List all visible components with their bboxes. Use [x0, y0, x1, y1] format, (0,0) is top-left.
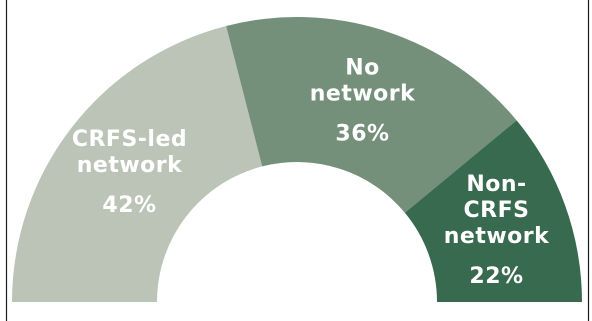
slice-label-line: network: [310, 81, 416, 106]
slice-value-label: 42%: [102, 193, 156, 218]
slice-label-line: network: [444, 224, 550, 249]
slice-value-label: 22%: [469, 264, 523, 289]
slices-layer: [12, 16, 583, 302]
labels-layer: CRFS-lednetwork42%Nonetwork36%Non-CRFSne…: [72, 55, 550, 289]
slice-label-line: CRFS-led: [72, 127, 187, 152]
slice-label-line: network: [77, 153, 183, 178]
slice-2: [226, 16, 517, 213]
slice-label-line: Non-: [466, 172, 526, 197]
slice-1: [12, 25, 263, 302]
slice-label-line: CRFS: [464, 198, 530, 223]
slice-value-label: 36%: [335, 121, 389, 146]
slice-3: [404, 120, 583, 302]
slice-label-line: No: [345, 55, 380, 80]
